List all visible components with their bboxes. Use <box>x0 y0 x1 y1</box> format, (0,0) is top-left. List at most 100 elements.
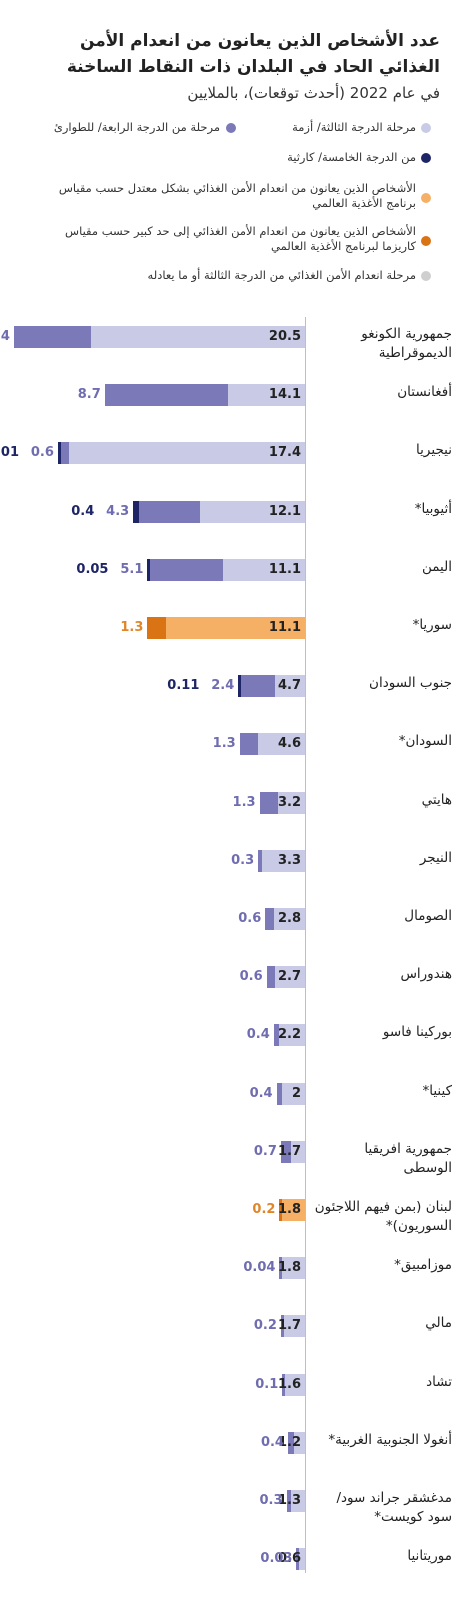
bar-total-value: 20.5 <box>268 329 301 344</box>
category-label: أفغانستان <box>397 384 452 401</box>
bar-total-value: 14.1 <box>268 387 301 403</box>
bar-total-value: 2.8 <box>277 911 301 926</box>
legend-wfp-moderate-label: الأشخاص الذين يعانون من انعدام الأمن الغ… <box>58 181 416 210</box>
bar-total-value: 1.8 <box>277 1202 301 1217</box>
category-label: هايتي <box>421 791 452 808</box>
legend-wfp-moderate-swatch <box>421 193 431 203</box>
bar-total-value: 11.1 <box>268 561 301 577</box>
bar-phase4 <box>296 1548 300 1571</box>
bar-phase4 <box>265 908 274 930</box>
bar-total-value: 1.3 <box>277 1493 301 1508</box>
bar-phase4-value: 0.2 <box>253 1318 277 1334</box>
bar-phase4 <box>241 675 276 698</box>
bar-total <box>286 1490 305 1512</box>
category-label: موزامبيق* <box>394 1257 452 1274</box>
chart-subtitle: في عام 2022 (أحدث توقعات)، بالملايين <box>187 84 440 102</box>
bar-total <box>296 1548 305 1571</box>
bar-phase5-value: 0.01 <box>0 445 20 461</box>
bar-phase4 <box>138 500 200 523</box>
category-label: نيجيريا <box>416 442 452 459</box>
bar-phase4 <box>239 733 259 756</box>
bar-total-value: 4.7 <box>277 678 301 694</box>
category-label: النيجر <box>419 849 452 866</box>
bar-phase4 <box>150 558 223 581</box>
bar-total-value: 17.4 <box>268 445 301 461</box>
category-label: أنغولا الجنوبية الغربية* <box>328 1431 452 1448</box>
bar-phase4-value: 0.1 <box>255 1376 279 1392</box>
bar-total-value: 3.2 <box>277 794 301 810</box>
bar-phase4 <box>259 791 278 814</box>
bar-total <box>273 1024 305 1047</box>
bar-phase4-value: 0.3 <box>259 1493 283 1508</box>
bar-phase4-value: 0.4 <box>249 1085 273 1101</box>
bar-phase4-value: 1.3 <box>212 736 236 752</box>
bar-phase4 <box>273 1024 280 1047</box>
legend-equivalent-swatch <box>421 271 431 281</box>
bar-total <box>282 1373 305 1396</box>
bar-phase4 <box>276 1082 283 1105</box>
category-label: أثيوبيا* <box>414 500 452 517</box>
bar-phase4-value: 0.7 <box>253 1143 277 1159</box>
category-label: الصومال <box>404 908 452 924</box>
bar-total <box>279 1199 305 1221</box>
bar-total-value: 1.2 <box>277 1434 301 1450</box>
category-label: مدغشقر جراند سود/ سود كويست* <box>336 1490 452 1525</box>
bar-total <box>147 617 305 639</box>
bar-phase4-value: 2.4 <box>211 678 235 694</box>
bar-phase4 <box>13 326 91 348</box>
category-label: هندوراس <box>400 966 452 983</box>
bar-phase4-value: 0.6 <box>239 969 263 985</box>
category-label: اليمن <box>421 558 452 575</box>
bar-phase4 <box>279 1199 283 1221</box>
category-label: جمهورية افريقيا الوسطى <box>364 1140 452 1176</box>
category-label: لبنان (بمن فيهم اللاجئون السوريون)* <box>314 1199 452 1234</box>
bar-phase4-value: 5.1 <box>120 561 144 577</box>
bar-phase4-value: 8.7 <box>77 387 101 403</box>
bar-phase4-value: 0.04 <box>243 1260 276 1276</box>
bar-phase5 <box>238 675 242 698</box>
bar-phase5 <box>147 558 151 581</box>
bar-total-value: 1.8 <box>277 1260 301 1276</box>
category-label: موريتانيا <box>407 1548 452 1565</box>
bar-phase5 <box>57 442 61 465</box>
bar-total-value: 2 <box>291 1085 301 1101</box>
axis-line <box>305 317 306 1573</box>
bar-phase4 <box>104 384 229 407</box>
bar-phase4-value: 1.3 <box>232 794 256 810</box>
bar-phase5-value: 0.4 <box>71 503 95 519</box>
legend-wfp-severe-label: الأشخاص الذين يعانون من انعدام الأمن الغ… <box>65 224 416 253</box>
bar-total-value: 12.1 <box>268 503 301 519</box>
bar-phase4-value: 5.4 <box>0 329 10 344</box>
legend-phase3-swatch <box>421 123 431 133</box>
bar-phase4-value: 0.3 <box>231 852 255 868</box>
bar-total-value: 2.7 <box>277 969 301 985</box>
legend-phase5-label: من الدرجة الخامسة/ كارثية <box>287 150 416 164</box>
bar-total-value: 1.6 <box>277 1376 301 1392</box>
bar-total <box>279 1257 305 1280</box>
bar-phase4-value: 0.6 <box>30 445 54 461</box>
bar-total <box>57 442 305 465</box>
bar-phase5-value: 0.11 <box>167 678 200 694</box>
category-label: كينيا* <box>422 1082 452 1099</box>
legend-equivalent-label: مرحلة انعدام الأمن الغذائي من الدرجة الث… <box>147 268 416 282</box>
bar-total <box>280 1315 305 1338</box>
bar-total-value: 0.6 <box>277 1551 301 1567</box>
bar-total-value: 11.1 <box>268 620 301 635</box>
bar-total <box>266 966 305 989</box>
bar-phase4-value: 0.03 <box>260 1551 293 1567</box>
legend-phase3-label: مرحلة الدرجة الثالثة/ أزمة <box>292 120 416 134</box>
bar-phase4 <box>280 1315 284 1338</box>
bar-phase4-value: 0.4 <box>260 1434 284 1450</box>
legend-wfp-severe-swatch <box>421 236 431 246</box>
bar-phase4 <box>279 1257 283 1280</box>
bar-total-value: 4.6 <box>277 736 301 752</box>
bar-phase4 <box>280 1140 291 1163</box>
category-label: جنوب السودان <box>369 675 452 692</box>
category-label: سوريا* <box>412 617 452 633</box>
bar-phase4-value: 4.3 <box>106 503 130 519</box>
bar-total-value: 3.3 <box>277 852 301 868</box>
bar-phase4-value: 1.3 <box>120 620 144 635</box>
bar-phase5-value: 0.05 <box>76 561 109 577</box>
bar-total <box>265 908 305 930</box>
bar-phase4 <box>147 617 166 639</box>
